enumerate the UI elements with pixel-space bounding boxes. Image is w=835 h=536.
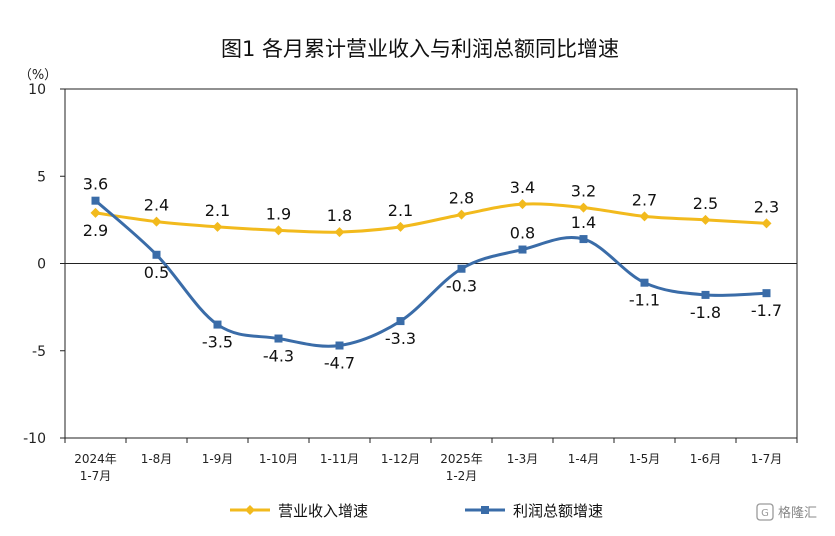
data-label: 2.8 (449, 189, 474, 208)
y-tick-label: -10 (23, 431, 46, 447)
data-label: 1.9 (266, 204, 291, 223)
x-tick-label: 1-3月 (507, 452, 539, 466)
data-point-diamond (578, 202, 589, 213)
data-label: 3.4 (510, 178, 535, 197)
y-tick-label: 5 (37, 169, 46, 185)
data-label: -1.7 (751, 301, 782, 320)
data-label: 1.4 (571, 213, 596, 232)
data-label: 2.4 (144, 196, 169, 215)
legend: 营业收入增速 利润总额增速 (230, 502, 603, 520)
x-tick-label: 1-9月 (202, 452, 234, 466)
data-point-diamond (151, 216, 162, 227)
data-label: 2.7 (632, 190, 657, 209)
y-axis-ticks: 10 5 0 -5 -10 (23, 82, 65, 447)
data-point-diamond (700, 214, 711, 225)
x-tick-label: 1-11月 (320, 452, 359, 466)
x-tick-label: 1-10月 (259, 452, 298, 466)
watermark-logo-glyph: G (761, 508, 769, 519)
data-label: -4.3 (263, 347, 294, 366)
data-point-square (274, 334, 283, 343)
data-point-diamond (273, 225, 284, 236)
x-tick-label: 1-7月 (751, 452, 783, 466)
data-point-diamond (90, 207, 101, 218)
series-1 (90, 199, 772, 238)
data-point-diamond (395, 221, 406, 232)
data-label: -1.8 (690, 303, 721, 322)
x-tick-label: 1-5月 (629, 452, 661, 466)
x-tick-label: 1-2月 (446, 469, 478, 483)
y-tick-label: 0 (37, 257, 46, 273)
data-label: -0.3 (446, 277, 477, 296)
x-tick-label: 2024年 (74, 452, 117, 466)
y-tick-label: 10 (28, 82, 46, 98)
data-label: 2.1 (205, 201, 230, 220)
data-label: 2.9 (83, 221, 108, 240)
legend-label: 营业收入增速 (278, 502, 368, 520)
data-point-square (701, 290, 710, 299)
data-label: 2.5 (693, 194, 718, 213)
chart-title: 图1 各月累计营业收入与利润总额同比增速 (221, 37, 619, 61)
data-point-square (335, 341, 344, 350)
data-label: -3.3 (385, 329, 416, 348)
data-label: 3.2 (571, 182, 596, 201)
data-label: -3.5 (202, 333, 233, 352)
x-tick-label: 1-8月 (141, 452, 173, 466)
x-tick-label: 1-7月 (80, 469, 112, 483)
watermark-text: 格隆汇 (778, 505, 817, 521)
data-label: 3.6 (83, 175, 108, 194)
legend-item-1: 营业收入增速 (230, 502, 368, 520)
data-label: 2.3 (754, 197, 779, 216)
data-point-diamond (212, 221, 223, 232)
series-layer (90, 196, 772, 350)
x-tick-label: 2025年 (440, 452, 483, 466)
data-point-diamond (456, 209, 467, 220)
data-label: 0.8 (510, 224, 535, 243)
watermark-logo-icon (756, 503, 774, 521)
data-point-square (762, 289, 771, 298)
data-label: 1.8 (327, 206, 352, 225)
data-point-square (91, 196, 100, 205)
data-labels: 2.9 2.4 2.1 1.9 1.8 2.1 2.8 3.4 3.2 2.7 2.5 2.3 3.6 0… (83, 175, 782, 373)
data-point-diamond (334, 227, 345, 238)
data-label: 0.5 (144, 263, 169, 282)
y-axis-unit: （%） (19, 68, 57, 83)
data-label: -1.1 (629, 291, 660, 310)
series-line (94, 202, 768, 234)
data-point-diamond (761, 218, 772, 229)
legend-item-2: 利润总额增速 (465, 502, 603, 520)
data-point-diamond (639, 211, 650, 222)
legend-label: 利润总额增速 (513, 502, 603, 520)
data-point-square (518, 245, 527, 254)
watermark: G 格隆汇 (756, 503, 817, 521)
data-point-square (640, 278, 649, 287)
data-point-square (457, 264, 466, 273)
data-point-square (213, 320, 222, 329)
series-2 (91, 196, 771, 350)
data-point-square (579, 235, 588, 244)
x-tick-label: 1-6月 (690, 452, 722, 466)
data-point-square (152, 250, 161, 259)
axes (64, 88, 798, 439)
data-label: -4.7 (324, 354, 355, 373)
data-label: 2.1 (388, 201, 413, 220)
y-tick-label: -5 (32, 344, 46, 360)
legend-marker-square (481, 506, 489, 514)
legend-marker-diamond (245, 505, 255, 515)
data-point-square (396, 317, 405, 326)
data-point-diamond (517, 199, 528, 210)
x-axis-ticks: 2024年 1-7月 1-8月 1-9月 1-10月 1-11月 1-12月 2025年 1-2… (64, 438, 798, 483)
x-tick-label: 1-12月 (381, 452, 420, 466)
x-tick-label: 1-4月 (568, 452, 600, 466)
